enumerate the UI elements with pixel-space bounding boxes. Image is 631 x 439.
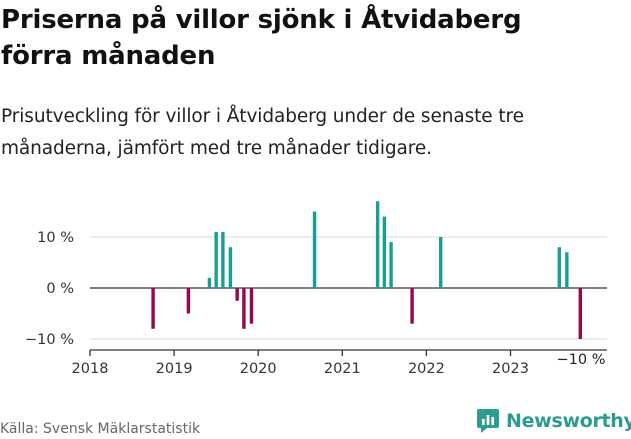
- chart-title-line-1: Priserna på villor sjönk i Åtvidaberg: [1, 5, 522, 35]
- chart-subtitle-line-2: månaderna, jämfört med tre månader tidig…: [1, 138, 432, 159]
- bar-2019-10: [235, 288, 239, 301]
- newsworthy-logo-icon: [477, 409, 499, 433]
- bar-2019-09: [228, 247, 233, 288]
- brand-name: Newsworthy: [506, 410, 631, 432]
- x-tick-label-2020: 2020: [240, 361, 277, 377]
- x-tick-label-2022: 2022: [408, 361, 445, 377]
- chart-subtitle-line-1: Prisutveckling för villor i Åtvidaberg u…: [1, 106, 524, 127]
- bar-2021-06: [375, 201, 380, 288]
- bar-2022-03: [439, 237, 443, 288]
- x-tick-label-2021: 2021: [324, 361, 361, 377]
- bar-2018-10: [151, 288, 155, 329]
- bar-2021-08: [389, 242, 393, 288]
- bars: [151, 201, 582, 339]
- x-tick-label-2019: 2019: [156, 361, 193, 377]
- bar-2019-08: [221, 231, 225, 288]
- bar-2019-11: [242, 288, 246, 329]
- bar-2019-12: [249, 288, 254, 324]
- y-tick-label-2: −10 %: [25, 332, 74, 348]
- y-tick-label-0: 10 %: [37, 230, 74, 246]
- bar-2020-09: [312, 211, 317, 288]
- bar-chart: 10 % 0 % −10 % 2018 2019 2020 2021 2022 2023 −10 …: [25, 201, 607, 377]
- chart-title-line-2: förra månaden: [1, 41, 216, 71]
- bar-2021-11: [410, 288, 414, 324]
- bar-2019-03: [186, 288, 191, 314]
- bar-2019-06: [207, 277, 212, 288]
- x-axis: [89, 349, 607, 356]
- x-tick-label-2018: 2018: [72, 361, 109, 377]
- bar-2019-07: [214, 231, 218, 288]
- latest-value-annotation: −10 %: [557, 352, 606, 368]
- y-tick-label-1: 0 %: [46, 281, 74, 297]
- chart-subtitle: Prisutveckling för villor i Åtvidaberg u…: [1, 101, 626, 165]
- chart-title: Priserna på villor sjönk i Åtvidaberg fö…: [1, 2, 626, 74]
- source-note: Källa: Svensk Mäklarstatistik: [0, 421, 201, 437]
- x-tick-label-2023: 2023: [492, 361, 529, 377]
- grid-lines: [90, 236, 607, 340]
- newsworthy-logo: Newsworthy: [476, 407, 631, 435]
- bar-2023-10: [578, 288, 582, 339]
- bar-2021-07: [382, 216, 387, 288]
- bar-2023-08: [557, 247, 561, 288]
- axis-labels: 10 % 0 % −10 % 2018 2019 2020 2021 2022 2023 −10 …: [25, 230, 606, 377]
- bar-2023-09: [565, 252, 569, 288]
